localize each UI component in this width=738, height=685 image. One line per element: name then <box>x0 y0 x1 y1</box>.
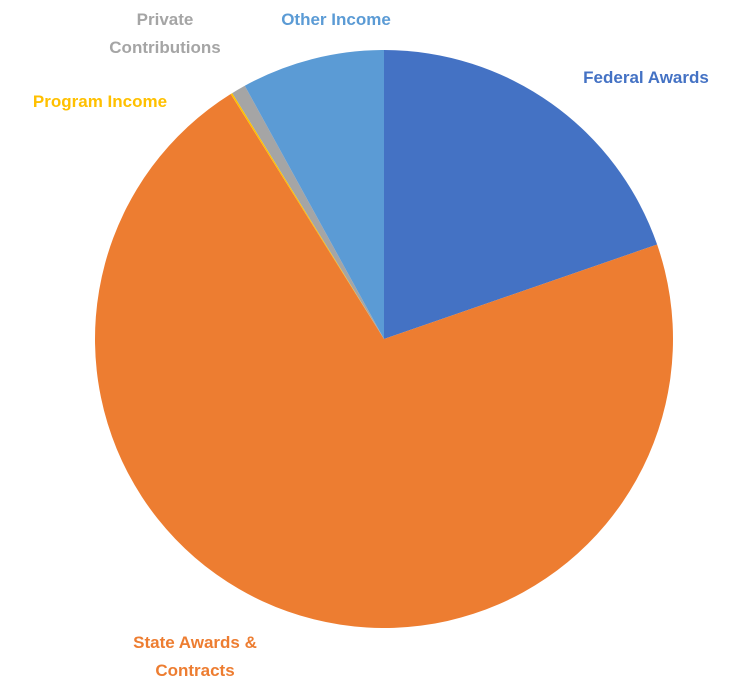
slice-label: Federal Awards <box>583 68 709 87</box>
pie-slice <box>244 50 384 339</box>
pie-slice <box>384 50 658 339</box>
pie-slice <box>232 85 384 339</box>
slice-label: Program Income <box>32 92 168 111</box>
slice-label: State Awards & Contracts <box>133 633 257 680</box>
slice-label: Other Income <box>281 10 391 29</box>
slice-label: Private Contributions <box>109 10 221 57</box>
pie-slice <box>230 93 384 339</box>
pie-slice <box>95 94 674 628</box>
